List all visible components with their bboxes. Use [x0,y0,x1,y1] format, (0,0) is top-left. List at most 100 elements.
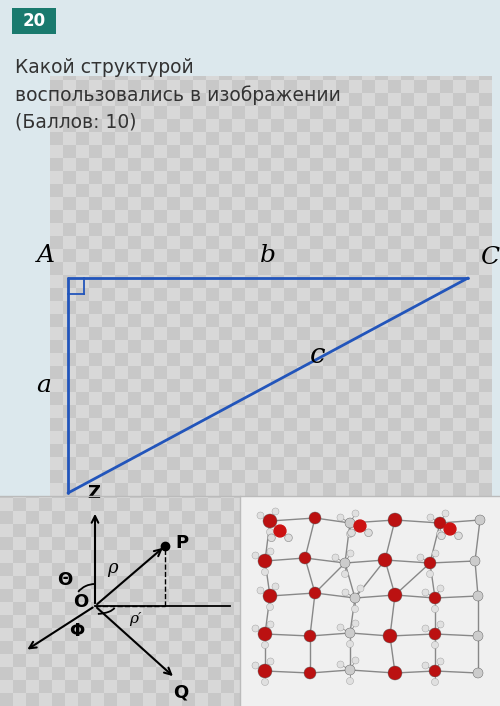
Bar [52,511,65,524]
Bar [195,537,208,550]
Bar [245,223,258,236]
Bar [219,340,232,353]
Bar [13,628,26,641]
Bar [245,431,258,444]
Bar [169,576,182,589]
Bar [50,470,63,483]
Circle shape [309,512,321,524]
Bar [479,275,492,288]
Bar [466,366,479,379]
Bar [180,431,193,444]
Bar [221,511,234,524]
Bar [117,576,130,589]
Bar [401,418,414,431]
Circle shape [337,661,344,668]
Bar [271,197,284,210]
Bar [50,171,63,184]
Bar [336,275,349,288]
Bar [271,288,284,301]
Bar [102,223,115,236]
Bar [221,537,234,550]
Circle shape [346,530,354,537]
Circle shape [268,534,276,542]
Bar [401,119,414,132]
Circle shape [364,529,372,537]
Bar [65,693,78,706]
Bar [232,210,245,223]
Bar [206,470,219,483]
Bar [102,236,115,249]
Bar [0,576,13,589]
Bar [297,158,310,171]
Bar [89,431,102,444]
Bar [180,145,193,158]
Bar [143,496,156,498]
Bar [479,366,492,379]
Bar [258,236,271,249]
Circle shape [284,534,292,542]
Bar [63,392,76,405]
Bar [414,327,427,340]
Bar [388,171,401,184]
Bar [427,470,440,483]
Bar [427,223,440,236]
Bar [362,470,375,483]
Bar [91,641,104,654]
Bar [193,145,206,158]
Bar [232,132,245,145]
Bar [154,314,167,327]
Bar [78,615,91,628]
Bar [284,106,297,119]
Bar [50,236,63,249]
Bar [479,301,492,314]
Bar [128,301,141,314]
Bar [232,366,245,379]
Bar [182,680,195,693]
Bar [362,223,375,236]
Bar [63,249,76,262]
Bar [271,483,284,496]
Bar [206,327,219,340]
Bar [375,262,388,275]
Bar [39,602,52,615]
Bar [193,106,206,119]
Circle shape [354,520,366,532]
Bar [156,537,169,550]
Bar [221,550,234,563]
Bar [245,457,258,470]
Bar [336,288,349,301]
Bar [375,444,388,457]
Bar [234,667,240,680]
Bar [271,366,284,379]
Bar [297,119,310,132]
Bar [76,353,89,366]
Bar [102,197,115,210]
Bar [169,654,182,667]
Bar [310,483,323,496]
Bar [169,628,182,641]
Bar [91,550,104,563]
Bar [89,210,102,223]
Bar [76,184,89,197]
Bar [78,641,91,654]
Bar [453,405,466,418]
Bar [115,457,128,470]
Bar [63,314,76,327]
Bar [154,158,167,171]
Bar [427,314,440,327]
Bar [349,145,362,158]
Circle shape [309,587,321,599]
Bar [323,249,336,262]
Bar [414,197,427,210]
Bar [26,615,39,628]
Bar [310,223,323,236]
Bar [63,80,76,93]
Bar [479,145,492,158]
Bar [91,498,104,511]
Bar [232,353,245,366]
Bar [195,654,208,667]
Bar [375,301,388,314]
Bar [52,628,65,641]
Bar [141,470,154,483]
Bar [440,76,453,80]
